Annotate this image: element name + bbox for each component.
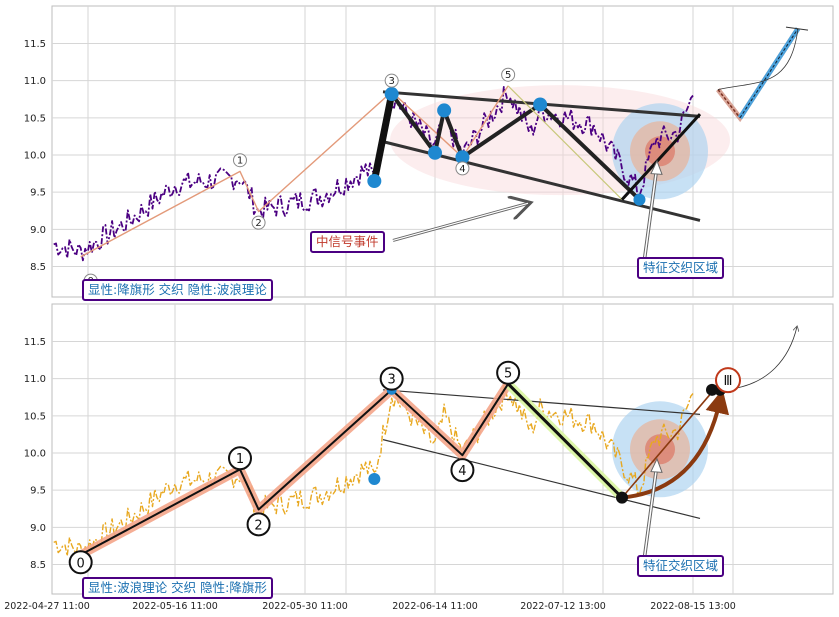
flag-pole (370, 93, 396, 182)
y-tick-label: 9.0 (30, 225, 46, 236)
wave-label: 4 (459, 164, 465, 175)
forecast-down (717, 89, 741, 119)
wave-label-circle (233, 153, 247, 168)
y-tick-label: 8.5 (30, 560, 46, 571)
pattern-point (533, 97, 548, 112)
wave-label-circle (246, 512, 271, 537)
signal-event-box: 中信号事件 (310, 231, 385, 253)
bottom-summary-text: 显性:波浪理论 交织 隐性:降旗形 (88, 580, 267, 595)
bottom-feature-zone-box: 特征交织区域 (637, 555, 725, 577)
top-feature-zone-box: 特征交织区域 (637, 257, 725, 279)
y-tick-label: 10.5 (24, 113, 46, 124)
top-summary-text: 显性:降旗形 交织 隐性:波浪理论 (88, 282, 267, 297)
wave-label-circle (450, 458, 475, 483)
y-tick-label: 11.5 (24, 337, 46, 348)
feature-zone-arrow-core (643, 166, 658, 263)
flag-upper-line (382, 389, 701, 415)
y-tick-label: 11.5 (24, 39, 46, 50)
wave-label: 2 (254, 518, 262, 533)
pattern-point (428, 145, 442, 160)
x-tick-label: 2022-05-16 11:00 (132, 601, 218, 612)
breakout-line (620, 113, 702, 201)
feature-zone-arrowhead (650, 159, 663, 175)
wave-a-thin (507, 85, 623, 201)
wave-label-circle (228, 446, 252, 471)
signal-event-arrow-core (392, 202, 529, 242)
wave-label: 0 (77, 556, 85, 571)
x-tick-label: 2022-08-15 13:00 (650, 601, 736, 612)
pattern-point (384, 87, 399, 102)
x-tick-label: 2022-05-30 11:00 (262, 601, 348, 612)
forecast-cap (785, 26, 809, 31)
feature-zone-arrowhead (650, 457, 663, 473)
wave-label: 1 (236, 452, 244, 467)
y-tick-label: 10.5 (24, 411, 46, 422)
y-tick-label: 10.0 (24, 449, 46, 460)
wave-a-line (507, 382, 624, 499)
wave-label-circle (68, 550, 93, 575)
wave-III-line (621, 389, 715, 499)
forecast-up-dash (739, 28, 799, 119)
bottom-summary-box: 显性:波浪理论 交织 隐性:降旗形 (82, 577, 273, 599)
flag-lower-line (382, 439, 701, 519)
wave-label-circle (496, 360, 521, 385)
y-tick-label: 11.0 (24, 374, 46, 385)
pattern-point (367, 174, 382, 189)
y-tick-label: 9.5 (30, 188, 46, 199)
wave-end-dot (616, 491, 628, 504)
y-tick-label: 10.0 (24, 151, 46, 162)
wave-label: 5 (505, 70, 511, 81)
y-tick-label: 8.5 (30, 262, 46, 273)
wave-III-arrow (621, 389, 730, 500)
x-tick-label: 2022-04-27 11:00 (4, 601, 90, 612)
forecast-arc (717, 28, 799, 90)
wave-label-circle (379, 366, 404, 391)
wave-path-line (80, 85, 509, 258)
y-tick-label: 11.0 (24, 76, 46, 87)
bottom-feature-zone-text: 特征交织区域 (643, 558, 719, 573)
wave-III-label: Ⅲ (724, 374, 733, 389)
pattern-point (437, 103, 452, 118)
plot-frame-1 (51, 303, 834, 595)
pattern-point (633, 193, 646, 206)
feature-zone-core (645, 434, 675, 465)
wave-label: 2 (255, 218, 261, 229)
wave-label-circle (455, 161, 470, 176)
y-tick-label: 9.0 (30, 523, 46, 534)
wave-label: 1 (237, 156, 243, 167)
x-tick-label: 2022-06-14 11:00 (392, 601, 478, 612)
wave-label-circle (501, 67, 516, 82)
top-summary-box: 显性:降旗形 交织 隐性:波浪理论 (82, 279, 273, 301)
top-feature-zone-text: 特征交织区域 (643, 260, 719, 275)
feature-zone-arrow-core (643, 464, 658, 561)
wave-label-circle (251, 215, 266, 230)
wave-III-badge (715, 367, 741, 394)
wave-label: 4 (458, 464, 466, 479)
wave-label: 3 (388, 76, 394, 87)
wave-label-circle (384, 73, 399, 88)
price-series-line (53, 384, 694, 559)
wave-label: 3 (388, 373, 396, 388)
pattern-point (455, 150, 470, 165)
pattern-point (368, 473, 381, 486)
y-tick-label: 9.5 (30, 486, 46, 497)
wave-label: 5 (504, 367, 512, 382)
signal-event-text: 中信号事件 (316, 234, 379, 249)
x-tick-label: 2022-07-12 13:00 (520, 601, 606, 612)
wave-path-line (80, 383, 509, 556)
